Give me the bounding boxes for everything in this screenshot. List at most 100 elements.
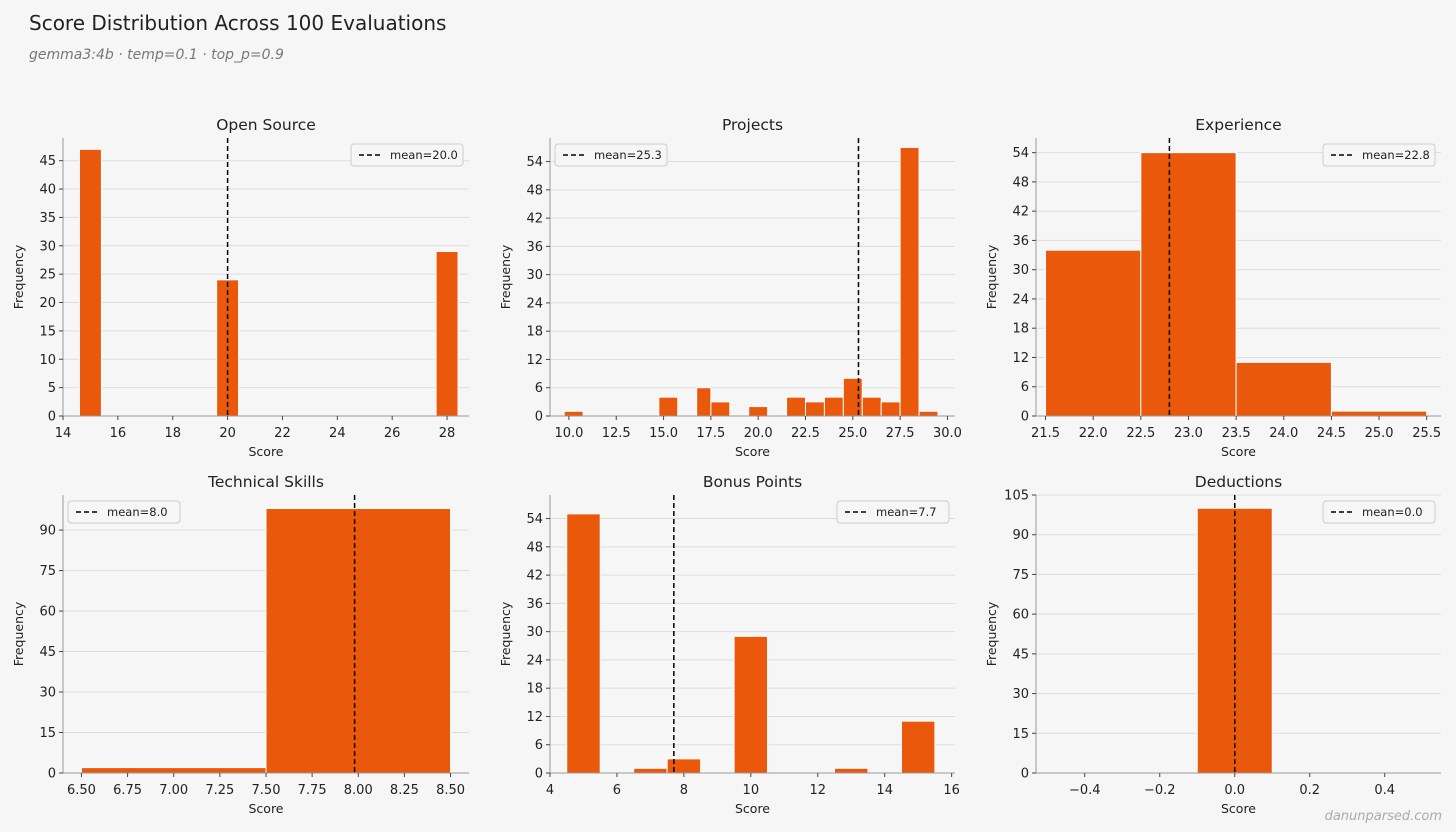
watermark: danunparsed.com bbox=[1324, 809, 1442, 824]
x-tick-label: 16 bbox=[943, 783, 960, 798]
y-tick-label: 15 bbox=[39, 726, 56, 741]
x-tick-label: 22.5 bbox=[791, 426, 820, 441]
y-tick-label: 0 bbox=[535, 410, 543, 425]
bar bbox=[733, 635, 769, 774]
y-tick-label: 6 bbox=[1021, 380, 1029, 395]
x-tick-label: 24 bbox=[329, 426, 346, 441]
legend-box bbox=[836, 500, 950, 524]
y-tick-label: 54 bbox=[526, 155, 543, 170]
legend-label: mean=7.7 bbox=[876, 505, 937, 519]
legend-box bbox=[350, 143, 464, 167]
y-tick-label: 40 bbox=[39, 183, 56, 198]
x-tick-label: 25.0 bbox=[1365, 426, 1394, 441]
panel-title: Bonus Points bbox=[703, 473, 802, 491]
y-tick-label: 12 bbox=[526, 710, 543, 725]
y-tick-label: 6 bbox=[535, 381, 543, 396]
y-axis-label: Frequency bbox=[11, 601, 26, 666]
legend: mean=0.0 bbox=[1322, 500, 1436, 524]
y-tick-label: 10 bbox=[39, 353, 56, 368]
y-axis-label: Frequency bbox=[11, 244, 26, 309]
bar bbox=[861, 396, 882, 417]
y-tick-label: 0 bbox=[48, 767, 56, 782]
x-tick-label: 0.4 bbox=[1374, 783, 1395, 798]
x-tick-label: 10 bbox=[743, 783, 760, 798]
legend-box bbox=[67, 500, 181, 524]
y-tick-label: 30 bbox=[1012, 263, 1029, 278]
panel-deductions: 0 15 30 45 60 75 90 105 −0.4 −0.2 0.0 0.2 0.4 Deducti… bbox=[984, 473, 1441, 816]
bar bbox=[899, 146, 920, 417]
bar bbox=[880, 401, 901, 417]
x-axis-label: Score bbox=[735, 801, 770, 816]
bar bbox=[265, 507, 452, 774]
y-tick-label: 18 bbox=[526, 682, 543, 697]
bar bbox=[823, 396, 844, 417]
y-tick-label: 30 bbox=[39, 686, 56, 701]
y-tick-label: 15 bbox=[39, 324, 56, 339]
y-tick-label: 25 bbox=[39, 268, 56, 283]
panel-title: Open Source bbox=[216, 116, 316, 134]
bar bbox=[748, 406, 769, 417]
y-tick-label: 20 bbox=[39, 296, 56, 311]
x-tick-label: 20.0 bbox=[744, 426, 773, 441]
panel-title: Technical Skills bbox=[207, 473, 324, 491]
y-tick-label: 18 bbox=[526, 325, 543, 340]
legend: mean=8.0 bbox=[67, 500, 181, 524]
y-tick-label: 0 bbox=[535, 767, 543, 782]
x-tick-label: 23.5 bbox=[1222, 426, 1251, 441]
legend: mean=20.0 bbox=[350, 143, 464, 167]
y-tick-label: 90 bbox=[39, 524, 56, 539]
bar bbox=[633, 767, 668, 774]
x-tick-label: 6 bbox=[613, 783, 621, 798]
y-tick-label: 75 bbox=[39, 564, 56, 579]
bar bbox=[435, 250, 459, 417]
y-tick-label: 75 bbox=[1012, 568, 1029, 583]
bar bbox=[900, 720, 936, 774]
bar bbox=[78, 148, 102, 417]
x-tick-label: 18 bbox=[164, 426, 181, 441]
x-tick-label: 6.75 bbox=[113, 783, 142, 798]
x-tick-label: 7.00 bbox=[159, 783, 188, 798]
legend-label: mean=0.0 bbox=[1362, 505, 1423, 519]
x-tick-label: 27.5 bbox=[886, 426, 915, 441]
legend: mean=7.7 bbox=[836, 500, 950, 524]
y-tick-label: 48 bbox=[526, 183, 543, 198]
y-tick-label: 36 bbox=[1012, 234, 1029, 249]
y-tick-label: 54 bbox=[1012, 146, 1029, 161]
y-axis-label: Frequency bbox=[498, 601, 513, 666]
panel-bonus-points: 0 6 12 18 24 30 36 42 48 54 4 6 8 10 12 14 16 Bonus Point… bbox=[498, 473, 960, 816]
x-tick-label: 12.5 bbox=[602, 426, 631, 441]
y-tick-label: 60 bbox=[39, 605, 56, 620]
y-tick-label: 30 bbox=[1012, 687, 1029, 702]
y-tick-label: 45 bbox=[39, 154, 56, 169]
legend-box bbox=[554, 143, 668, 167]
x-tick-label: 25.5 bbox=[1412, 426, 1441, 441]
y-tick-label: 54 bbox=[526, 512, 543, 527]
x-tick-label: 8.25 bbox=[390, 783, 419, 798]
bar bbox=[1140, 152, 1237, 417]
x-tick-label: 7.25 bbox=[205, 783, 234, 798]
x-axis-label: Score bbox=[248, 444, 283, 459]
y-tick-label: 24 bbox=[1012, 292, 1029, 307]
y-tick-label: 0 bbox=[1021, 410, 1029, 425]
x-tick-label: 0.0 bbox=[1224, 783, 1245, 798]
y-tick-label: 60 bbox=[1012, 608, 1029, 623]
bar bbox=[1330, 410, 1428, 417]
x-tick-label: 26 bbox=[384, 426, 401, 441]
bar bbox=[1235, 361, 1332, 417]
y-tick-label: 12 bbox=[1012, 351, 1029, 366]
x-tick-label: 0.2 bbox=[1299, 783, 1320, 798]
y-axis-label: Frequency bbox=[498, 244, 513, 309]
x-tick-label: 7.50 bbox=[252, 783, 281, 798]
y-tick-label: 90 bbox=[1012, 528, 1029, 543]
y-tick-label: 45 bbox=[1012, 647, 1029, 662]
x-tick-label: 30.0 bbox=[933, 426, 962, 441]
x-tick-label: 8.50 bbox=[436, 783, 465, 798]
x-axis-label: Score bbox=[735, 444, 770, 459]
y-tick-label: 36 bbox=[526, 240, 543, 255]
bar bbox=[696, 387, 712, 417]
legend-box bbox=[1322, 500, 1436, 524]
bar bbox=[710, 401, 731, 417]
panel-technical-skills: 0 15 30 45 60 75 90 6.50 6.75 7.00 7.25 7.50 7.75 8.0… bbox=[11, 473, 469, 816]
x-tick-label: 21.5 bbox=[1031, 426, 1060, 441]
y-tick-label: 0 bbox=[48, 410, 56, 425]
